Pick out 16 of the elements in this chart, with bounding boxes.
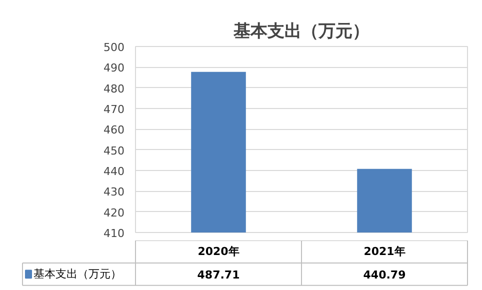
chart-title: 基本支出（万元） bbox=[232, 22, 370, 42]
y-tick-label: 480 bbox=[104, 82, 125, 96]
y-tick-label: 500 bbox=[104, 41, 125, 54]
y-tick-label: 410 bbox=[104, 227, 125, 240]
y-tick-label: 460 bbox=[104, 124, 125, 137]
y-tick-label: 420 bbox=[104, 206, 125, 220]
x-tick-label: 2021年 bbox=[364, 245, 406, 258]
y-tick-label: 490 bbox=[104, 62, 125, 75]
legend-label: 基本支出（万元） bbox=[34, 268, 122, 281]
y-tick-label: 450 bbox=[104, 144, 125, 158]
y-tick-label: 430 bbox=[104, 186, 125, 199]
data-label: 440.79 bbox=[363, 268, 406, 282]
y-tick-label: 440 bbox=[104, 165, 125, 178]
x-tick-label: 2020年 bbox=[198, 245, 240, 258]
y-tick-label: 470 bbox=[104, 103, 125, 116]
data-label: 487.71 bbox=[197, 268, 240, 282]
